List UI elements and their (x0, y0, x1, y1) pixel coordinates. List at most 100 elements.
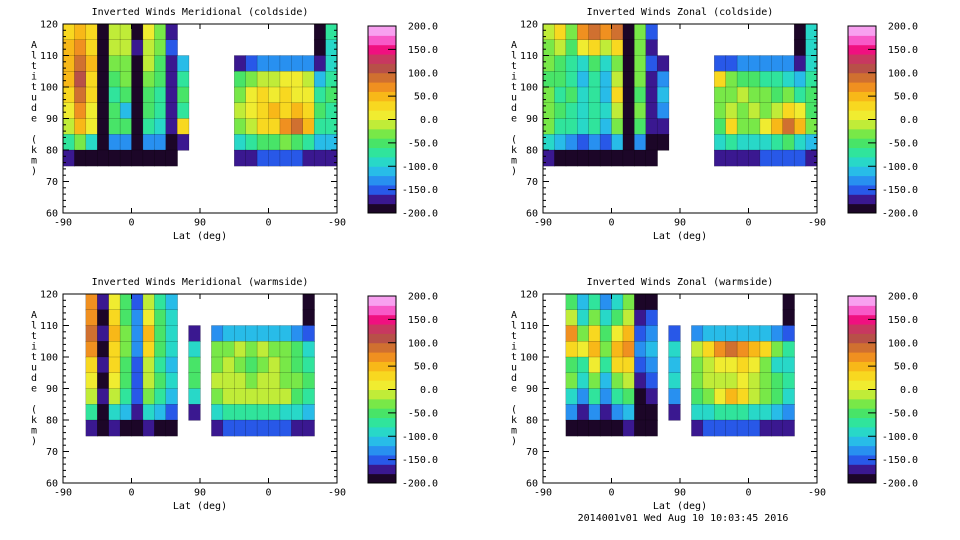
svg-text:0: 0 (745, 218, 751, 229)
svg-text:-90: -90 (808, 218, 826, 229)
svg-text:-50.0: -50.0 (408, 138, 438, 149)
svg-text:60: 60 (526, 209, 538, 220)
svg-text:i: i (31, 72, 37, 83)
svg-text:l: l (511, 321, 517, 332)
svg-text:90: 90 (46, 384, 58, 395)
svg-text:-150.0: -150.0 (882, 185, 918, 196)
svg-text:d: d (31, 373, 37, 384)
svg-text:90: 90 (526, 384, 538, 395)
svg-text:-150.0: -150.0 (882, 455, 918, 466)
svg-text:0.0: 0.0 (420, 385, 438, 396)
svg-text:m: m (511, 156, 517, 167)
svg-text:150.0: 150.0 (888, 45, 918, 56)
svg-text:90: 90 (526, 114, 538, 125)
svg-text:e: e (511, 384, 517, 395)
svg-text:Inverted Winds Meridional (col: Inverted Winds Meridional (coldside) (92, 7, 309, 18)
svg-text:60: 60 (46, 209, 58, 220)
svg-text:100: 100 (40, 83, 58, 94)
svg-text:A: A (31, 40, 37, 51)
svg-text:-50.0: -50.0 (408, 408, 438, 419)
svg-text:(: ( (31, 405, 37, 416)
svg-text:): ) (31, 166, 37, 177)
svg-text:0: 0 (265, 488, 271, 499)
svg-text:u: u (31, 93, 37, 104)
svg-text:A: A (31, 310, 37, 321)
svg-text:100.0: 100.0 (408, 338, 438, 349)
svg-text:t: t (511, 352, 517, 363)
svg-text:k: k (511, 415, 517, 426)
svg-text:120: 120 (520, 290, 538, 301)
svg-text:-200.0: -200.0 (402, 209, 438, 220)
panel-zonal-warmside: -90 0 90 0 -90 60 70 80 90 100 110 120 Inverted Wind… (480, 270, 960, 540)
svg-text:110: 110 (40, 51, 58, 62)
svg-text:u: u (511, 93, 517, 104)
svg-text:-90: -90 (328, 488, 346, 499)
svg-text:t: t (511, 61, 517, 72)
svg-text:-90: -90 (534, 488, 552, 499)
svg-text:-150.0: -150.0 (402, 185, 438, 196)
svg-text:i: i (31, 342, 37, 353)
svg-text:u: u (31, 363, 37, 374)
svg-text:t: t (511, 331, 517, 342)
svg-text:u: u (511, 363, 517, 374)
svg-text:0: 0 (265, 218, 271, 229)
svg-text:t: t (31, 61, 37, 72)
svg-text:t: t (31, 82, 37, 93)
svg-text:0: 0 (608, 488, 614, 499)
svg-text:i: i (511, 342, 517, 353)
svg-text:90: 90 (194, 218, 206, 229)
svg-text:Lat (deg): Lat (deg) (173, 501, 227, 512)
svg-text:150.0: 150.0 (408, 315, 438, 326)
svg-text:120: 120 (520, 20, 538, 31)
svg-text:-200.0: -200.0 (882, 209, 918, 220)
svg-text:200.0: 200.0 (408, 292, 438, 303)
svg-text:110: 110 (40, 321, 58, 332)
svg-text:l: l (511, 51, 517, 62)
svg-text:90: 90 (194, 488, 206, 499)
svg-text:50.0: 50.0 (414, 362, 438, 373)
svg-text:0.0: 0.0 (420, 115, 438, 126)
svg-text:Lat (deg): Lat (deg) (653, 501, 707, 512)
svg-text:110: 110 (520, 321, 538, 332)
svg-text:200.0: 200.0 (408, 22, 438, 33)
svg-text:d: d (511, 373, 517, 384)
svg-text:120: 120 (40, 290, 58, 301)
svg-text:Inverted Winds Zonal (coldside: Inverted Winds Zonal (coldside) (587, 7, 774, 18)
svg-text:e: e (511, 114, 517, 125)
svg-text:0.0: 0.0 (900, 385, 918, 396)
svg-text:k: k (31, 145, 37, 156)
panel-meridional-coldside: -90 0 90 0 -90 60 70 80 90 100 110 120 Inverted Wind… (0, 0, 480, 270)
svg-text:-100.0: -100.0 (402, 162, 438, 173)
svg-text:A: A (511, 40, 517, 51)
svg-text:t: t (31, 352, 37, 363)
svg-text:(: ( (511, 135, 517, 146)
svg-text:-200.0: -200.0 (882, 479, 918, 490)
svg-text:): ) (511, 166, 517, 177)
svg-text:100.0: 100.0 (408, 68, 438, 79)
svg-text:0.0: 0.0 (900, 115, 918, 126)
svg-text:200.0: 200.0 (888, 292, 918, 303)
svg-text:m: m (31, 156, 37, 167)
svg-text:0: 0 (745, 488, 751, 499)
svg-text:100: 100 (520, 83, 538, 94)
svg-text:-50.0: -50.0 (888, 408, 918, 419)
svg-text:i: i (511, 72, 517, 83)
svg-text:-200.0: -200.0 (402, 479, 438, 490)
svg-text:90: 90 (674, 218, 686, 229)
svg-text:100: 100 (520, 353, 538, 364)
svg-text:-100.0: -100.0 (882, 432, 918, 443)
svg-text:d: d (511, 103, 517, 114)
svg-text:70: 70 (46, 177, 58, 188)
svg-text:100.0: 100.0 (888, 338, 918, 349)
svg-text:l: l (31, 321, 37, 332)
svg-text:t: t (31, 331, 37, 342)
svg-text:0: 0 (128, 488, 134, 499)
svg-text:90: 90 (674, 488, 686, 499)
timestamp: 2014001v01 Wed Aug 10 10:03:45 2016 (577, 513, 789, 524)
svg-text:50.0: 50.0 (414, 92, 438, 103)
svg-text:A: A (511, 310, 517, 321)
